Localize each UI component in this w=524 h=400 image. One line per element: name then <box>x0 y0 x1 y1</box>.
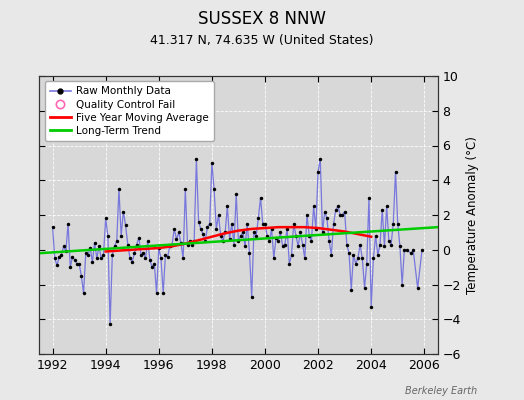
Text: 41.317 N, 74.635 W (United States): 41.317 N, 74.635 W (United States) <box>150 34 374 47</box>
Text: Berkeley Earth: Berkeley Earth <box>405 386 477 396</box>
Text: SUSSEX 8 NNW: SUSSEX 8 NNW <box>198 10 326 28</box>
Y-axis label: Temperature Anomaly (°C): Temperature Anomaly (°C) <box>466 136 479 294</box>
Legend: Raw Monthly Data, Quality Control Fail, Five Year Moving Average, Long-Term Tren: Raw Monthly Data, Quality Control Fail, … <box>45 81 214 141</box>
